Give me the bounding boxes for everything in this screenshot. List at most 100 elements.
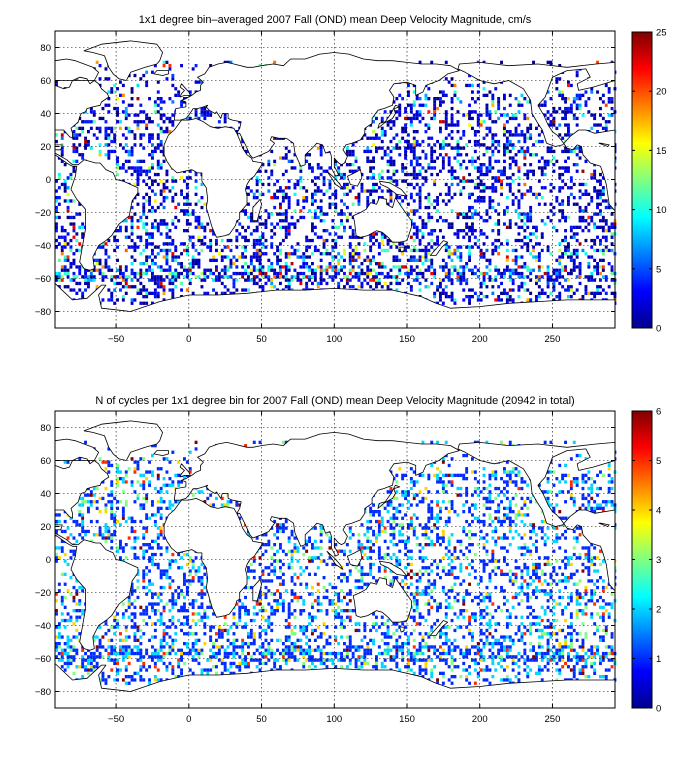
bin-cell <box>599 106 602 111</box>
bin-cell <box>453 176 457 180</box>
bin-cell <box>66 242 70 246</box>
bin-cell <box>348 149 352 154</box>
bin-cell <box>526 169 530 173</box>
bin-cell <box>72 262 76 266</box>
bin-cell <box>488 262 492 266</box>
bin-cell <box>505 298 509 302</box>
bin-cell <box>290 245 294 249</box>
bin-cell <box>485 106 489 111</box>
bin-cell <box>159 222 163 226</box>
bin-cell <box>575 116 579 121</box>
bin-cell <box>267 212 271 216</box>
bin-cell <box>241 255 245 259</box>
bin-cell <box>340 265 343 269</box>
bin-cell <box>197 252 201 256</box>
bin-cell <box>145 199 149 203</box>
bin-cell <box>215 291 218 295</box>
bin-cell <box>124 219 128 223</box>
bin-cell <box>84 143 87 147</box>
bin-cell <box>168 229 172 233</box>
bin-cell <box>514 271 518 276</box>
bin-cell <box>168 271 172 276</box>
x-tick-label: 100 <box>326 334 342 345</box>
bin-cell <box>185 176 189 180</box>
bin-cell <box>133 212 137 216</box>
bin-cell <box>313 248 317 253</box>
bin-cell <box>156 225 160 229</box>
bin-cell <box>433 182 437 187</box>
bin-cell <box>200 80 204 84</box>
bin-cell <box>552 149 556 154</box>
bin-cell <box>212 288 215 292</box>
bin-cell <box>316 176 320 180</box>
bin-cell <box>357 252 361 256</box>
bin-cell <box>174 215 178 220</box>
bin-cell <box>194 80 198 84</box>
bin-cell <box>447 463 451 468</box>
bin-cell <box>543 103 547 107</box>
bin-cell <box>258 242 262 246</box>
bin-cell <box>180 176 183 180</box>
bin-cell <box>98 126 102 130</box>
bin-cell <box>430 146 434 150</box>
bin-cell <box>471 212 474 216</box>
bin-cell <box>311 252 314 256</box>
bin-cell <box>197 116 201 121</box>
bin-cell <box>468 258 471 262</box>
bin-cell <box>133 182 137 187</box>
bin-cell <box>276 258 279 262</box>
bin-cell <box>453 156 457 160</box>
bin-cell <box>436 242 439 246</box>
bin-cell <box>89 110 93 114</box>
bin-cell <box>552 106 556 111</box>
bin-cell <box>322 192 326 196</box>
bin-cell <box>430 156 434 160</box>
bin-cell <box>293 186 297 190</box>
bin-cell <box>130 90 134 94</box>
bin-cell <box>89 268 93 272</box>
bin-cell <box>380 116 384 121</box>
bin-cell <box>369 248 373 253</box>
bin-cell <box>450 116 454 121</box>
bin-cell <box>133 120 137 124</box>
bin-cell <box>610 106 614 111</box>
bin-cell <box>377 265 381 269</box>
bin-cell <box>436 301 439 305</box>
bin-cell <box>444 245 448 249</box>
bin-cell <box>558 275 562 279</box>
bin-cell <box>567 133 570 137</box>
bin-cell <box>148 176 151 180</box>
bin-cell <box>380 238 384 243</box>
bin-cell <box>520 219 524 223</box>
bin-cell <box>456 271 460 276</box>
bin-cell <box>299 179 303 183</box>
bin-cell <box>319 205 323 210</box>
bin-cell <box>383 133 387 137</box>
bin-cell <box>575 202 579 206</box>
bin-cell <box>287 232 291 236</box>
bin-cell <box>345 153 349 157</box>
bin-cell <box>418 215 422 220</box>
bin-cell <box>549 149 553 154</box>
bin-cell <box>578 149 582 154</box>
bin-cell <box>520 103 524 107</box>
bin-cell <box>92 275 96 279</box>
bin-cell <box>331 265 335 269</box>
bin-cell <box>599 265 602 269</box>
bin-cell <box>180 271 183 276</box>
bin-cell <box>273 275 277 279</box>
bin-cell <box>279 252 282 256</box>
bin-cell <box>148 242 151 246</box>
bin-cell <box>418 186 422 190</box>
bin-cell <box>523 172 527 177</box>
bin-cell <box>165 258 169 262</box>
bin-cell <box>558 242 562 246</box>
bin-cell <box>156 143 160 147</box>
bin-cell <box>535 192 538 196</box>
bin-cell <box>558 463 562 468</box>
bin-cell <box>578 97 582 101</box>
bin-cell <box>482 120 486 124</box>
bin-cell <box>180 281 183 286</box>
bin-cell <box>599 179 602 183</box>
